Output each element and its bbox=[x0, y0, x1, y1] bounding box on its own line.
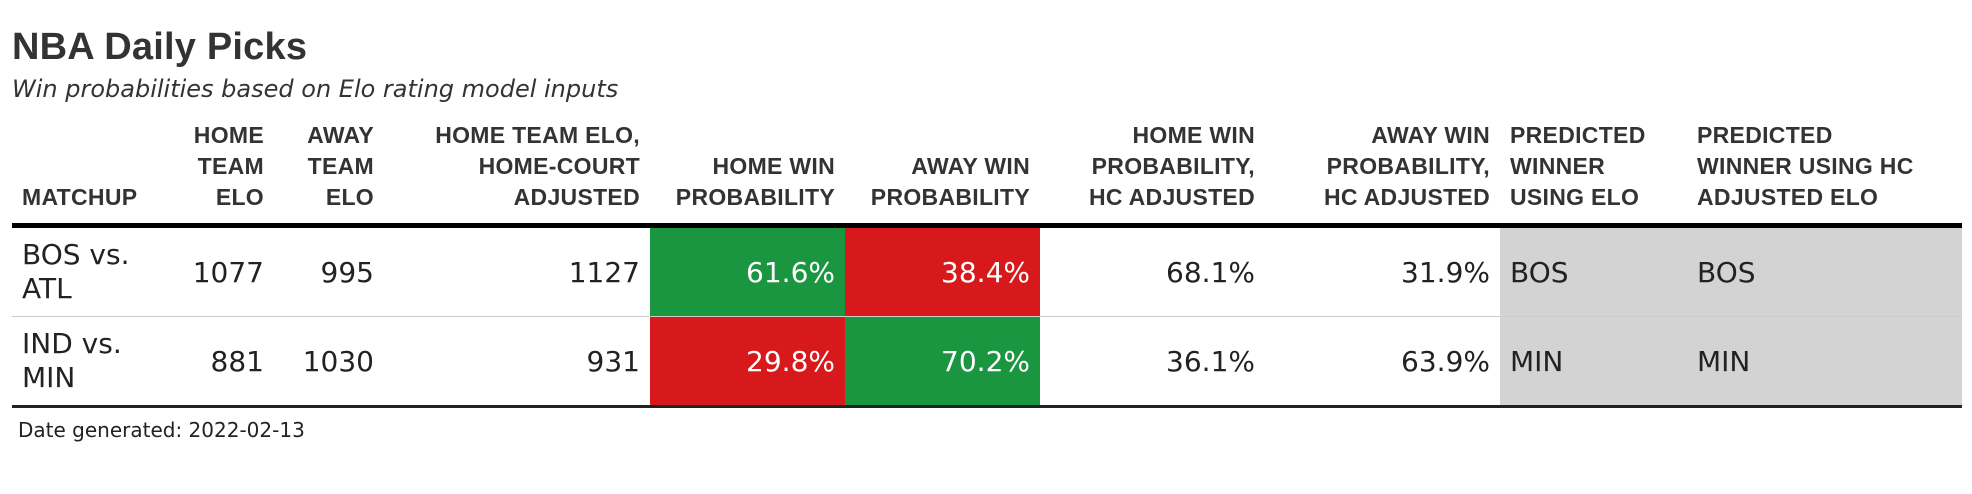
matchup-cell: BOS vs. ATL bbox=[12, 225, 164, 317]
home-elo-cell: 881 bbox=[164, 316, 274, 408]
col-header-away-win-prob: AWAY WIN PROBABILITY bbox=[845, 120, 1040, 228]
picks-report: NBA Daily Picks Win probabilities based … bbox=[12, 22, 1962, 442]
header-row: MATCHUP HOME TEAM ELO AWAY TEAM ELO HOME… bbox=[12, 120, 1962, 228]
away-elo-cell: 995 bbox=[274, 225, 384, 317]
col-header-home-win-prob-hc: HOME WIN PROBABILITY, HC ADJUSTED bbox=[1040, 120, 1265, 228]
predicted-winner-elo-cell: BOS bbox=[1500, 225, 1687, 317]
home-elo-adjusted-cell: 1127 bbox=[384, 225, 650, 317]
home-win-prob-cell: 29.8% bbox=[650, 316, 845, 408]
predicted-winner-hc-cell: MIN bbox=[1687, 316, 1962, 408]
col-header-home-win-prob: HOME WIN PROBABILITY bbox=[650, 120, 845, 228]
table-header: MATCHUP HOME TEAM ELO AWAY TEAM ELO HOME… bbox=[12, 120, 1962, 228]
col-header-matchup: MATCHUP bbox=[12, 120, 164, 228]
home-win-prob-hc-cell: 36.1% bbox=[1040, 316, 1265, 408]
home-win-prob-cell: 61.6% bbox=[650, 225, 845, 317]
date-generated: Date generated: 2022-02-13 bbox=[18, 418, 305, 442]
predicted-winner-hc-cell: BOS bbox=[1687, 225, 1962, 317]
predicted-winner-elo-cell: MIN bbox=[1500, 316, 1687, 408]
away-win-prob-cell: 70.2% bbox=[845, 316, 1040, 408]
table-row: IND vs. MIN 881 1030 931 29.8% 70.2% 36.… bbox=[12, 316, 1962, 408]
col-header-away-win-prob-hc: AWAY WIN PROBABILITY, HC ADJUSTED bbox=[1265, 120, 1500, 228]
picks-table: MATCHUP HOME TEAM ELO AWAY TEAM ELO HOME… bbox=[12, 120, 1962, 408]
table-row: BOS vs. ATL 1077 995 1127 61.6% 38.4% 68… bbox=[12, 225, 1962, 317]
col-header-away-elo: AWAY TEAM ELO bbox=[274, 120, 384, 228]
col-header-predicted-winner-elo: PREDICTED WINNER USING ELO bbox=[1500, 120, 1687, 228]
home-elo-adjusted-cell: 931 bbox=[384, 316, 650, 408]
matchup-cell: IND vs. MIN bbox=[12, 316, 164, 408]
home-win-prob-hc-cell: 68.1% bbox=[1040, 225, 1265, 317]
away-win-prob-hc-cell: 31.9% bbox=[1265, 225, 1500, 317]
away-elo-cell: 1030 bbox=[274, 316, 384, 408]
col-header-home-elo: HOME TEAM ELO bbox=[164, 120, 274, 228]
home-elo-cell: 1077 bbox=[164, 225, 274, 317]
page-title: NBA Daily Picks bbox=[12, 26, 308, 68]
col-header-home-elo-adjusted: HOME TEAM ELO, HOME-COURT ADJUSTED bbox=[384, 120, 650, 228]
table-body: BOS vs. ATL 1077 995 1127 61.6% 38.4% 68… bbox=[12, 225, 1962, 408]
away-win-prob-cell: 38.4% bbox=[845, 225, 1040, 317]
away-win-prob-hc-cell: 63.9% bbox=[1265, 316, 1500, 408]
col-header-predicted-winner-hc: PREDICTED WINNER USING HC ADJUSTED ELO bbox=[1687, 120, 1962, 228]
page-subtitle: Win probabilities based on Elo rating mo… bbox=[12, 75, 619, 103]
